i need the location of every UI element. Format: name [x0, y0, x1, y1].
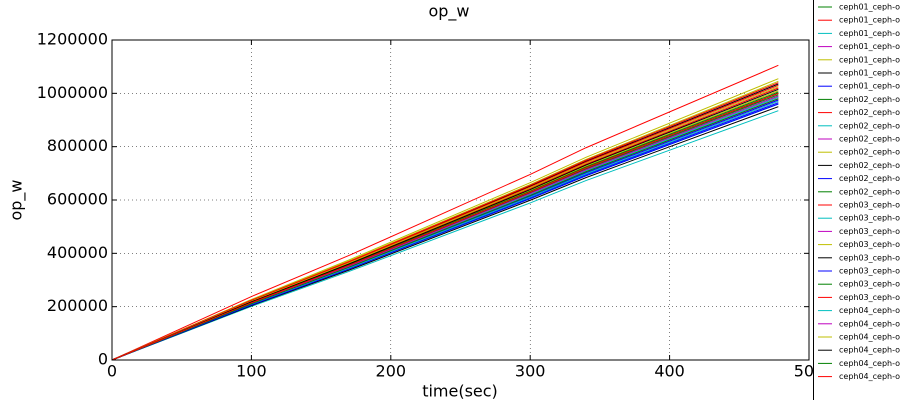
- legend-label: ceph03_ceph-o: [839, 201, 900, 210]
- x-tick-label: 200: [376, 362, 407, 381]
- series-line: [111, 103, 779, 361]
- legend-label: ceph01_ceph-o: [839, 42, 900, 51]
- legend-label: ceph03_ceph-o: [839, 227, 900, 236]
- x-tick-label: 400: [654, 362, 685, 381]
- legend-label: ceph04_ceph-o: [839, 306, 900, 315]
- legend-label: ceph04_ceph-o: [839, 333, 900, 342]
- legend-label: ceph01_ceph-o: [839, 55, 900, 64]
- legend-label: ceph03_ceph-o: [839, 267, 900, 276]
- series-line: [111, 98, 779, 361]
- legend-label: ceph04_ceph-o: [839, 346, 900, 355]
- legend-label: ceph03_ceph-o: [839, 253, 900, 262]
- legend-label: ceph02_ceph-o: [839, 148, 900, 157]
- legend-label: ceph03_ceph-o: [839, 293, 900, 302]
- legend-label: ceph02_ceph-o: [839, 95, 900, 104]
- plot-frame: [111, 39, 810, 361]
- y-tick-label: 0: [98, 350, 108, 369]
- legend-label: ceph02_ceph-o: [839, 161, 900, 170]
- legend-label: ceph03_ceph-o: [839, 280, 900, 289]
- y-tick-label: 400000: [47, 243, 108, 262]
- legend-label: ceph04_ceph-o: [839, 319, 900, 328]
- series-line: [111, 88, 779, 361]
- legend-label: ceph01_ceph-o: [839, 82, 900, 91]
- legend-label: ceph03_ceph-o: [839, 240, 900, 249]
- legend-label: ceph02_ceph-o: [839, 174, 900, 183]
- y-tick-label: 1000000: [37, 83, 108, 102]
- x-tick-label: 300: [515, 362, 546, 381]
- legend-label: ceph01_ceph-o: [839, 16, 900, 25]
- legend-box: [813, 0, 900, 400]
- legend-label: ceph03_ceph-o: [839, 214, 900, 223]
- y-tick-label: 1200000: [37, 30, 108, 49]
- legend-label: ceph02_ceph-o: [839, 135, 900, 144]
- x-tick-label: 100: [236, 362, 267, 381]
- series-line: [111, 110, 779, 361]
- legend-label: ceph02_ceph-o: [839, 108, 900, 117]
- chart-title: op_w: [428, 2, 469, 22]
- legend-label: ceph02_ceph-o: [839, 187, 900, 196]
- legend-label: ceph02_ceph-o: [839, 121, 900, 130]
- y-tick-label: 200000: [47, 296, 108, 315]
- legend-label: ceph01_ceph-o: [839, 29, 900, 38]
- y-tick-label: 800000: [47, 136, 108, 155]
- legend-label: ceph04_ceph-o: [839, 359, 900, 368]
- legend-label: ceph01_ceph-o: [839, 69, 900, 78]
- y-tick-label: 600000: [47, 190, 108, 209]
- x-tick-label: 0: [107, 362, 117, 381]
- series-line: [111, 92, 779, 361]
- legend-label: ceph04_ceph-o: [839, 372, 900, 381]
- x-axis-label: time(sec): [422, 382, 498, 400]
- y-axis-label: op_w: [7, 179, 27, 220]
- series-line: [111, 64, 779, 361]
- legend-label: ceph01_ceph-o: [839, 3, 900, 12]
- series-line: [111, 82, 779, 361]
